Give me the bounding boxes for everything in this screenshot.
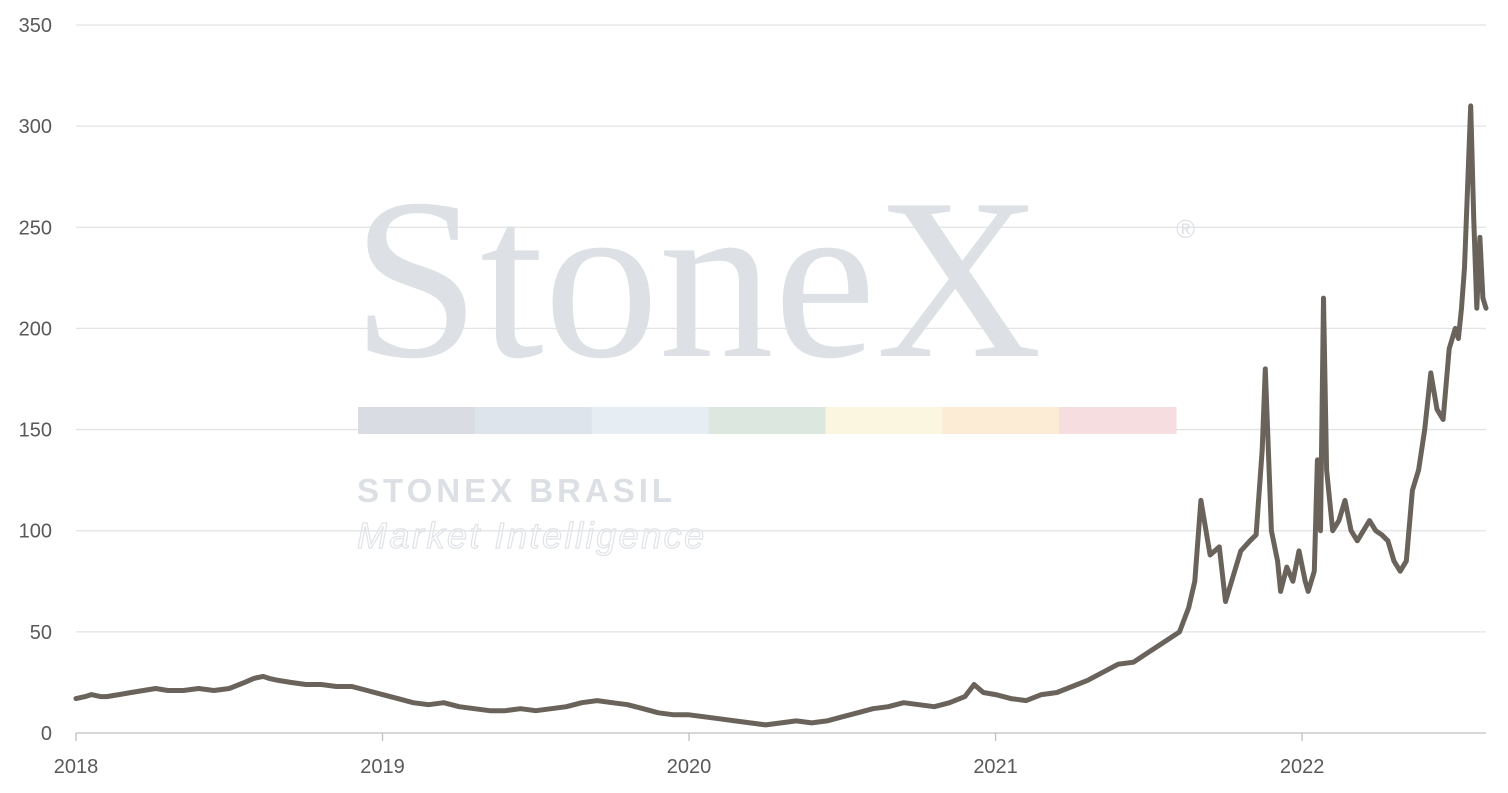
watermark-color-stripe [358,407,1177,434]
watermark-stripe-segment [942,407,1060,434]
watermark-stripe-segment [591,407,710,434]
x-tick-label: 2022 [1280,756,1325,778]
y-tick-label: 250 [19,217,52,239]
y-tick-label: 0 [41,723,52,745]
watermark-tagline: Market Intelligence [357,515,707,556]
y-tick-label: 350 [19,15,52,37]
y-tick-label: 100 [19,521,52,543]
y-tick-label: 50 [30,622,52,644]
x-tick-label: 2019 [360,756,405,778]
watermark-brand-text: STONEX BRASIL [357,472,676,509]
stonex-watermark: StoneX ® STONEX BRASIL Market Intelligen… [352,151,1195,557]
y-tick-label: 300 [19,116,52,138]
watermark-stripe-segment [1059,407,1177,434]
watermark-stripe-segment [825,407,943,434]
series-layer [73,103,1489,728]
watermark-registered-mark: ® [1176,214,1195,244]
x-tick-label: 2021 [973,756,1018,778]
x-tick-label: 2020 [667,756,712,778]
price-series-line [73,103,1489,728]
watermark-stripe-segment [708,407,826,434]
watermark-stripe-segment [474,407,593,434]
watermark-logo-word: StoneX [352,151,1042,406]
axes: 0 50 100 150 200 250 300 350 2018 2019 2020 2021 202… [19,15,1486,778]
y-tick-label: 150 [19,420,52,442]
watermark-stripe-segment [358,407,476,434]
x-tick-label: 2018 [54,756,99,778]
y-tick-label: 200 [19,318,52,340]
